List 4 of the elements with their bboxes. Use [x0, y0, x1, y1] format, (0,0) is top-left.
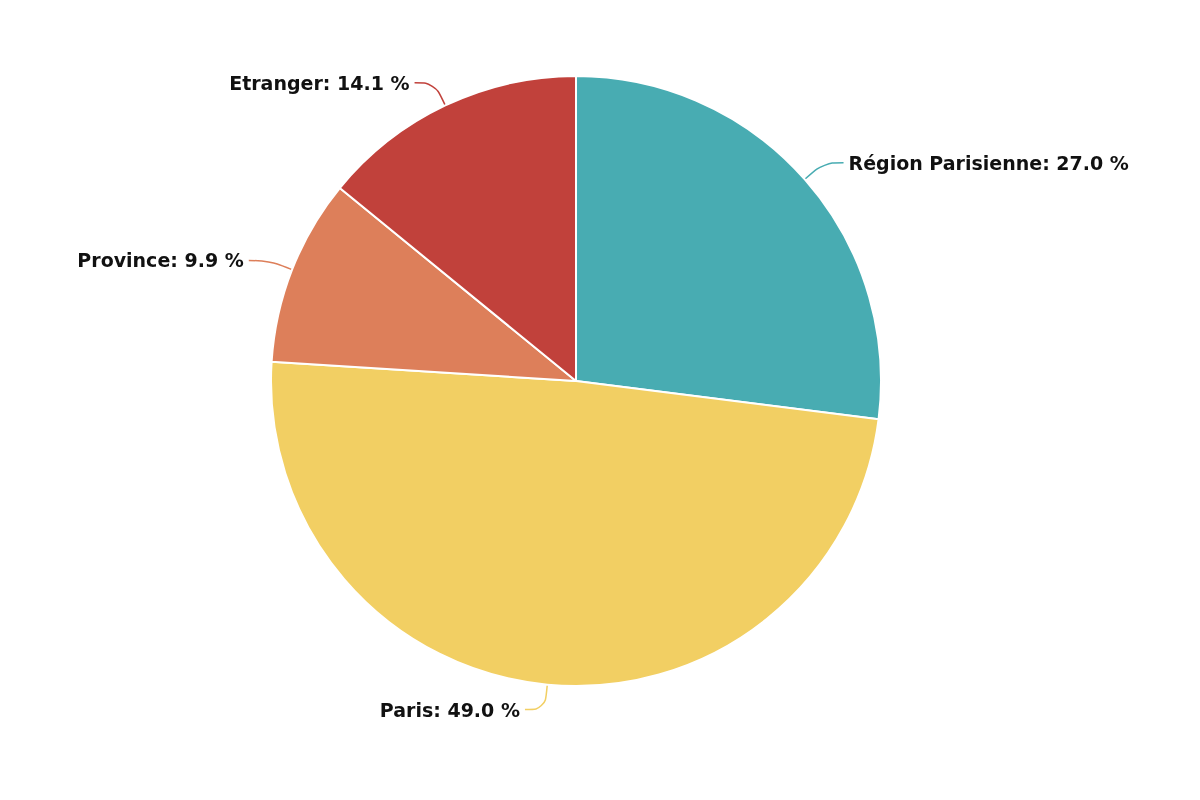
- slice-label: Paris: 49.0 %: [379, 698, 520, 721]
- slice-label: Région Parisienne: 27.0 %: [848, 151, 1129, 174]
- slice-label: Etranger: 14.1 %: [229, 71, 410, 94]
- slice-label: Province: 9.9 %: [77, 249, 244, 272]
